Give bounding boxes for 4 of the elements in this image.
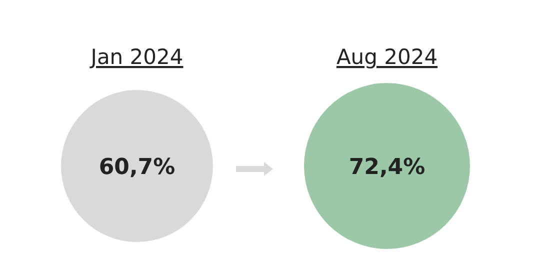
category-label: Aug 2024 <box>336 45 438 69</box>
data-label: 60,7% <box>98 154 176 180</box>
data-label: 72,4% <box>348 154 426 180</box>
category-label: Jan 2024 <box>88 45 184 69</box>
